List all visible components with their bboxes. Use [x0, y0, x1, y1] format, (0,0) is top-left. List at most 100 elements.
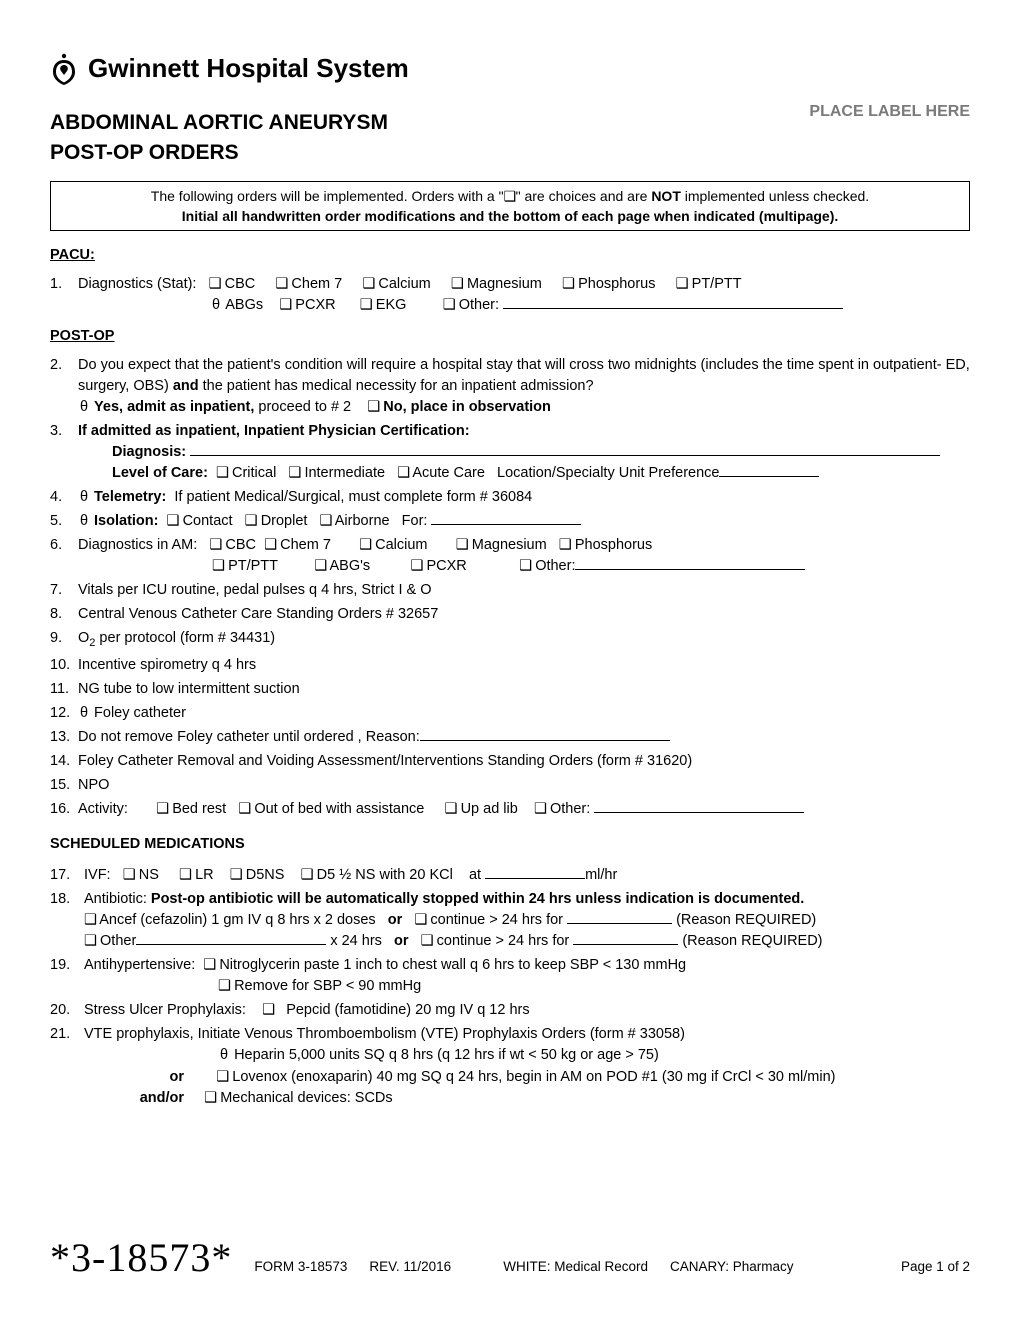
- item-number: 19.: [50, 955, 84, 997]
- am-other-blank[interactable]: [575, 569, 805, 570]
- item-18: 18. Antibiotic: Post-op antibiotic will …: [50, 889, 970, 952]
- checkbox-icon[interactable]: ❑: [262, 1000, 274, 1021]
- checkbox-icon[interactable]: ❑: [534, 799, 546, 820]
- checkbox-icon[interactable]: ❑: [445, 799, 457, 820]
- iso-for-blank[interactable]: [431, 524, 581, 525]
- checkbox-icon[interactable]: ❑: [314, 556, 326, 577]
- checkbox-icon[interactable]: ❑: [456, 535, 468, 556]
- checkbox-icon[interactable]: ❑: [562, 274, 574, 295]
- opt-abgs: ABGs: [225, 297, 263, 313]
- checkbox-icon[interactable]: ❑: [275, 274, 287, 295]
- item-number: 12.: [50, 703, 78, 724]
- q18-blank1[interactable]: [567, 923, 672, 924]
- checkbox-icon[interactable]: ❑: [209, 535, 221, 556]
- q18-blank2[interactable]: [573, 944, 678, 945]
- other-blank[interactable]: [503, 308, 843, 309]
- item-11: 11.NG tube to low intermittent suction: [50, 679, 970, 700]
- checkbox-icon[interactable]: ❑: [238, 799, 250, 820]
- checkbox-icon[interactable]: ❑: [264, 535, 276, 556]
- theta-icon[interactable]: θ: [78, 703, 90, 724]
- diagnosis-blank[interactable]: [190, 455, 940, 456]
- q2-text-b: the patient has medical necessity for an…: [199, 378, 594, 394]
- checkbox-icon[interactable]: ❑: [123, 865, 135, 886]
- checkbox-icon[interactable]: ❑: [204, 1088, 216, 1109]
- opt-other: Other:: [459, 297, 499, 313]
- item-number: 1.: [50, 274, 78, 316]
- checkbox-icon[interactable]: ❑: [209, 274, 221, 295]
- q20-a: Pepcid (famotidine) 20 mg IV q 12 hrs: [286, 1002, 529, 1018]
- checkbox-icon[interactable]: ❑: [179, 865, 191, 886]
- instr-line1c: implemented unless checked.: [681, 188, 869, 204]
- checkbox-icon[interactable]: ❑: [410, 556, 422, 577]
- ivf-rate-blank[interactable]: [485, 878, 585, 879]
- checkbox-icon[interactable]: ❑: [203, 955, 215, 976]
- instr-line1b: " are choices and are: [516, 188, 652, 204]
- q5-label: Isolation:: [94, 513, 158, 529]
- checkbox-sample-icon: ❑: [504, 186, 516, 206]
- checkbox-icon[interactable]: ❑: [301, 865, 313, 886]
- q4-label: Telemetry:: [94, 489, 166, 505]
- q18-other-blank[interactable]: [136, 944, 326, 945]
- checkbox-icon[interactable]: ❑: [559, 535, 571, 556]
- checkbox-icon[interactable]: ❑: [367, 397, 379, 418]
- theta-icon[interactable]: θ: [210, 295, 222, 316]
- act-other-blank[interactable]: [594, 812, 804, 813]
- checkbox-icon[interactable]: ❑: [216, 1067, 228, 1088]
- checkbox-icon[interactable]: ❑: [216, 463, 228, 484]
- opt-cbc: CBC: [225, 276, 256, 292]
- checkbox-icon[interactable]: ❑: [230, 865, 242, 886]
- q16-label: Activity:: [78, 801, 128, 817]
- checkbox-icon[interactable]: ❑: [288, 463, 300, 484]
- checkbox-icon[interactable]: ❑: [414, 910, 426, 931]
- item-number: 10.: [50, 655, 78, 676]
- checkbox-icon[interactable]: ❑: [359, 535, 371, 556]
- opt-magnesium: Magnesium: [467, 276, 542, 292]
- checkbox-icon[interactable]: ❑: [676, 274, 688, 295]
- act-oob: Out of bed with assistance: [254, 801, 424, 817]
- q21-or: or: [170, 1069, 185, 1085]
- q18-label: Antibiotic:: [84, 891, 151, 907]
- pacu-header: PACU:: [50, 245, 970, 266]
- item-4: 4. θ Telemetry: If patient Medical/Surgi…: [50, 487, 970, 508]
- checkbox-icon[interactable]: ❑: [519, 556, 531, 577]
- theta-icon[interactable]: θ: [78, 487, 90, 508]
- item-12: 12.θ Foley catheter: [50, 703, 970, 724]
- checkbox-icon[interactable]: ❑: [443, 295, 455, 316]
- checkbox-icon[interactable]: ❑: [212, 556, 224, 577]
- theta-icon[interactable]: θ: [78, 511, 90, 532]
- item-8: 8.Central Venous Catheter Care Standing …: [50, 604, 970, 625]
- instruction-box: The following orders will be implemented…: [50, 181, 970, 232]
- checkbox-icon[interactable]: ❑: [421, 931, 433, 952]
- checkbox-icon[interactable]: ❑: [397, 463, 409, 484]
- checkbox-icon[interactable]: ❑: [320, 511, 332, 532]
- item-number: 15.: [50, 775, 78, 796]
- checkbox-icon[interactable]: ❑: [156, 799, 168, 820]
- q21-andor: and/or: [140, 1090, 184, 1106]
- q3-diag: Diagnosis:: [112, 444, 186, 460]
- loc-intermediate: Intermediate: [304, 465, 385, 481]
- ivf-mlhr: ml/hr: [585, 867, 617, 883]
- q21-hep: Heparin 5,000 units SQ q 8 hrs (q 12 hrs…: [234, 1047, 659, 1063]
- checkbox-icon[interactable]: ❑: [451, 274, 463, 295]
- checkbox-icon[interactable]: ❑: [218, 976, 230, 997]
- q3-text: If admitted as inpatient, Inpatient Phys…: [78, 423, 470, 439]
- item-number: 6.: [50, 535, 78, 577]
- theta-icon[interactable]: θ: [218, 1045, 230, 1066]
- checkbox-icon[interactable]: ❑: [279, 295, 291, 316]
- q18-x24: x 24 hrs: [330, 933, 382, 949]
- checkbox-icon[interactable]: ❑: [360, 295, 372, 316]
- checkbox-icon[interactable]: ❑: [84, 910, 96, 931]
- checkbox-icon[interactable]: ❑: [167, 511, 179, 532]
- reason-blank[interactable]: [420, 740, 670, 741]
- page-number: Page 1 of 2: [901, 1257, 970, 1277]
- item-20: 20. Stress Ulcer Prophylaxis: ❑ Pepcid (…: [50, 1000, 970, 1021]
- am-ptptt: PT/PTT: [228, 558, 278, 574]
- checkbox-icon[interactable]: ❑: [84, 931, 96, 952]
- checkbox-icon[interactable]: ❑: [245, 511, 257, 532]
- theta-icon[interactable]: θ: [78, 397, 90, 418]
- locpref-blank[interactable]: [719, 476, 819, 477]
- item-14: 14.Foley Catheter Removal and Voiding As…: [50, 751, 970, 772]
- place-label-here: PLACE LABEL HERE: [809, 100, 970, 123]
- checkbox-icon[interactable]: ❑: [362, 274, 374, 295]
- q12-text: Foley catheter: [94, 705, 186, 721]
